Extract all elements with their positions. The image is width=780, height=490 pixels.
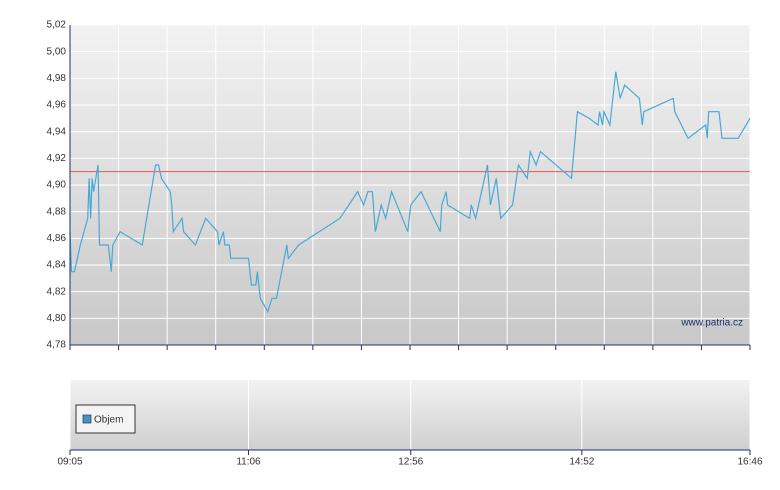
y-tick-label: 4,96 xyxy=(47,100,67,111)
y-tick-label: 5,00 xyxy=(47,46,67,57)
y-tick-label: 4,78 xyxy=(47,340,67,351)
x-tick-label: 12:56 xyxy=(398,457,423,468)
y-tick-label: 4,82 xyxy=(47,286,67,297)
y-tick-label: 4,88 xyxy=(47,206,67,217)
volume-area xyxy=(70,380,750,450)
price-line xyxy=(69,71,751,314)
y-tick-label: 4,98 xyxy=(47,73,67,84)
legend-label: Objem xyxy=(94,415,123,426)
y-tick-label: 4,94 xyxy=(47,126,67,137)
x-tick-label: 11:06 xyxy=(236,457,261,468)
y-tick-label: 5,02 xyxy=(47,20,67,31)
x-tick-label: 14:52 xyxy=(569,457,594,468)
y-tick-label: 4,90 xyxy=(47,180,67,191)
x-tick-label: 16:46 xyxy=(737,457,762,468)
legend-swatch xyxy=(82,414,92,424)
y-tick-label: 4,86 xyxy=(47,233,67,244)
x-tick-label: 09:05 xyxy=(57,457,82,468)
y-tick-label: 4,80 xyxy=(47,313,67,324)
watermark: www.patria.cz xyxy=(680,318,743,329)
y-tick-label: 4,84 xyxy=(47,260,67,271)
y-tick-label: 4,92 xyxy=(47,153,67,164)
